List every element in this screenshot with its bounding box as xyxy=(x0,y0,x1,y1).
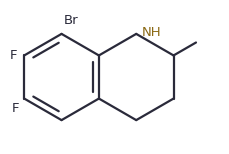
Text: Br: Br xyxy=(63,14,78,27)
Text: F: F xyxy=(12,102,19,116)
Text: F: F xyxy=(10,49,17,62)
Text: NH: NH xyxy=(142,26,161,39)
